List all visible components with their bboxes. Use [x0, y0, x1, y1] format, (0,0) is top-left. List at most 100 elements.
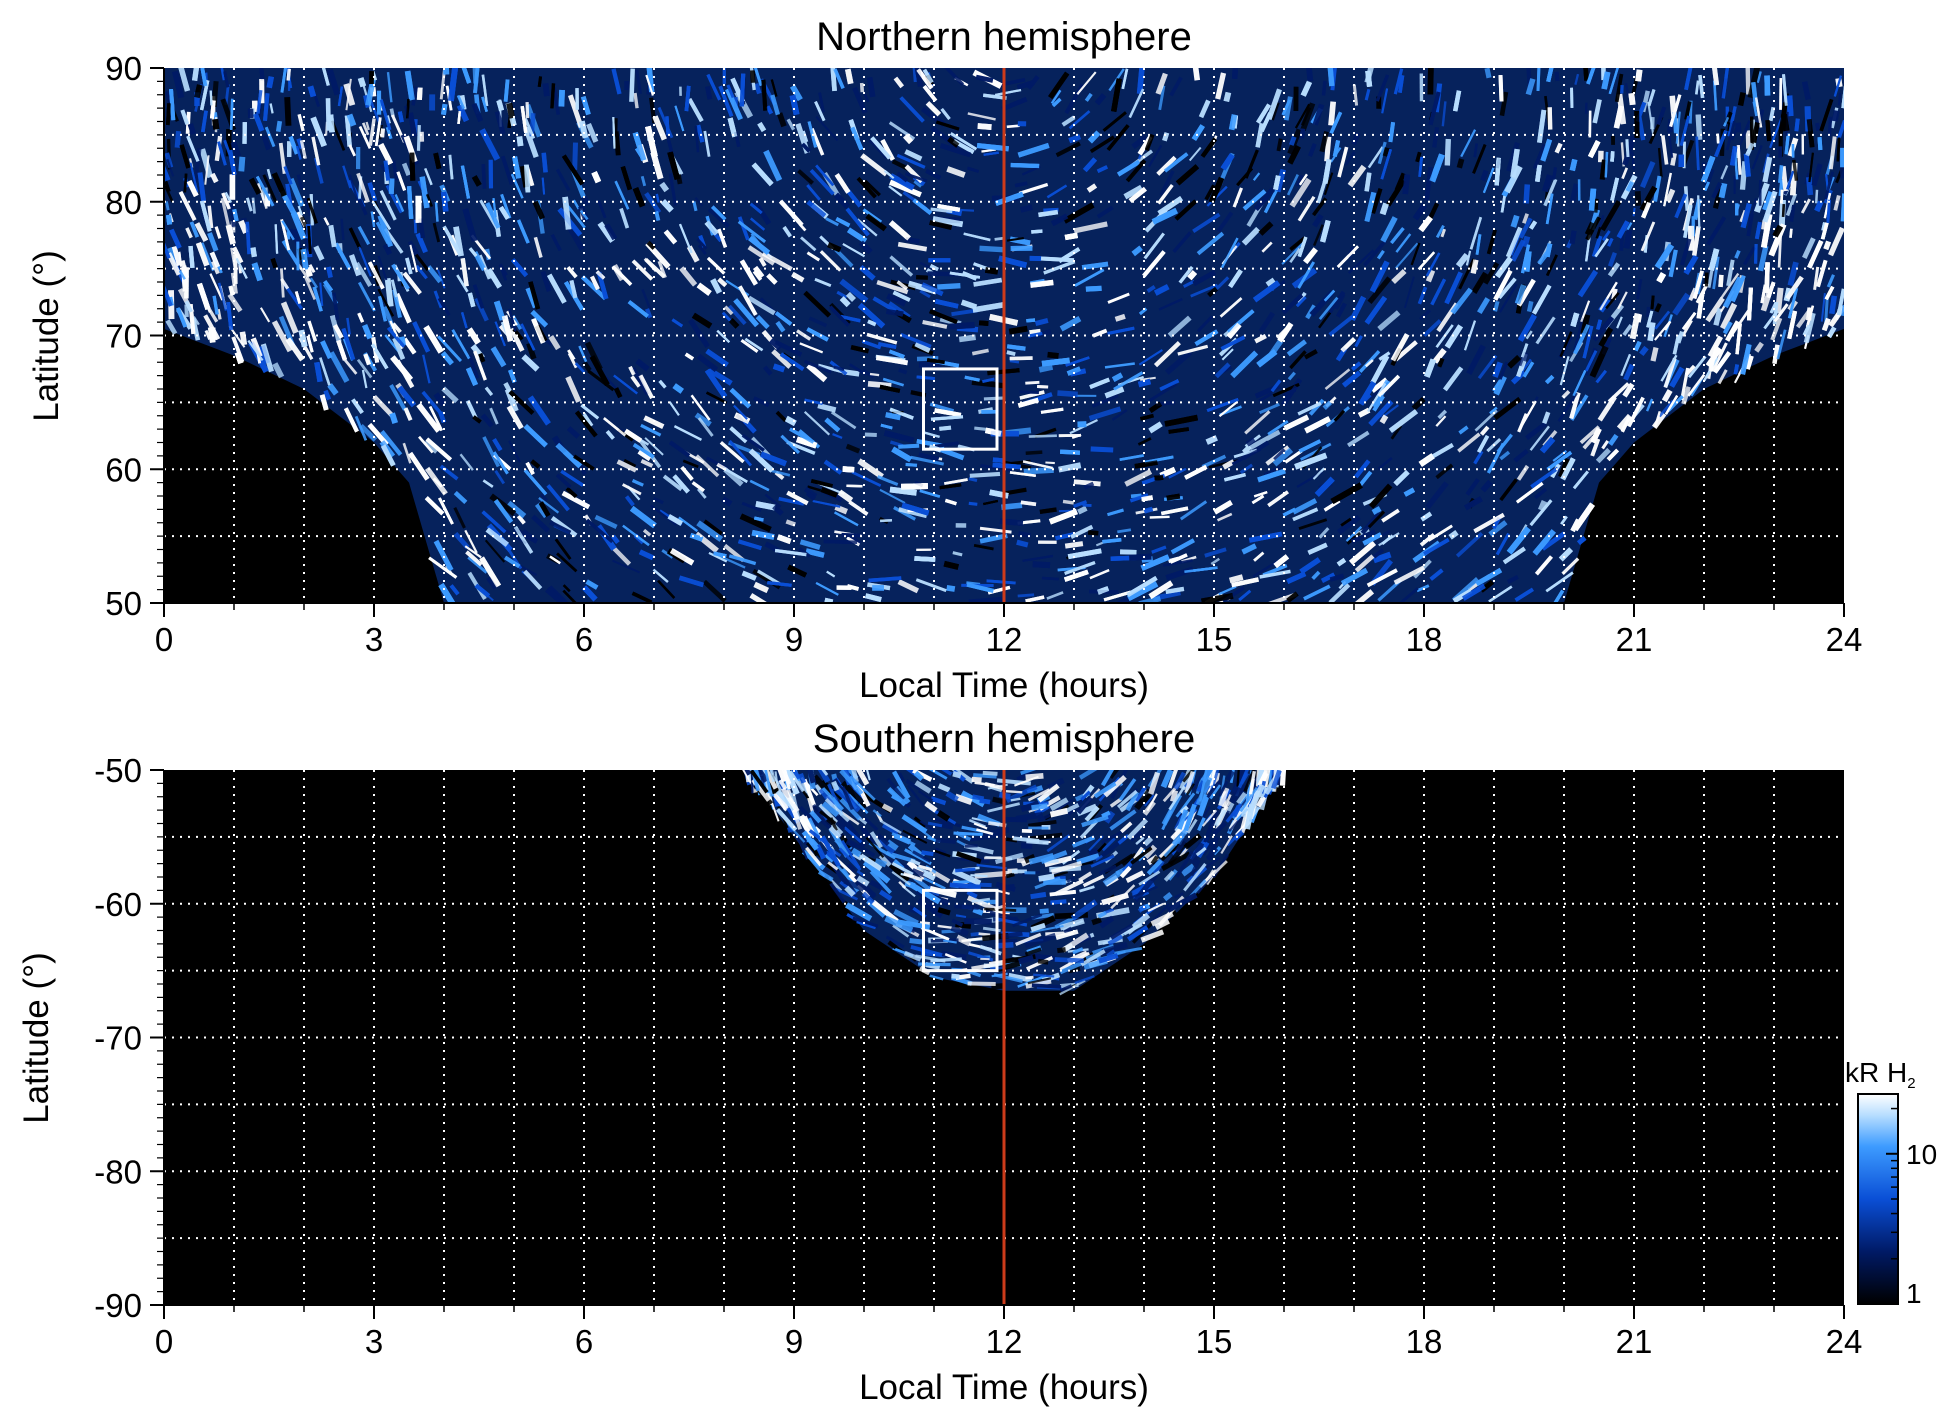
emission-streak: [412, 321, 431, 353]
emission-streak: [510, 173, 524, 199]
emission-streak: [349, 254, 362, 277]
emission-streak: [210, 172, 219, 184]
emission-streak: [728, 439, 752, 467]
emission-streak: [1306, 68, 1314, 82]
emission-streak: [1064, 541, 1084, 549]
emission-streak: [508, 440, 521, 463]
emission-streak: [909, 938, 923, 945]
emission-streak: [1403, 276, 1415, 309]
emission-streak: [1168, 467, 1187, 479]
emission-streak: [1823, 240, 1832, 251]
emission-streak: [537, 76, 543, 88]
emission-streak: [1076, 71, 1097, 95]
emission-streak: [1206, 397, 1239, 413]
emission-streak: [1154, 284, 1170, 296]
emission-streak: [1380, 148, 1392, 180]
emission-streak: [925, 168, 942, 180]
emission-streak: [533, 236, 543, 258]
emission-streak: [542, 83, 550, 97]
emission-streak: [1148, 401, 1163, 413]
emission-streak: [968, 596, 1003, 603]
emission-streak: [1323, 499, 1341, 512]
emission-streak: [1283, 414, 1310, 431]
emission-streak: [889, 486, 917, 496]
emission-streak: [733, 298, 759, 328]
emission-streak: [1415, 151, 1422, 163]
emission-streak: [934, 298, 959, 309]
emission-streak: [1103, 774, 1127, 798]
emission-streak: [624, 495, 635, 507]
emission-streak: [1572, 502, 1595, 532]
emission-streak: [624, 428, 643, 443]
emission-streak: [914, 341, 931, 353]
emission-streak: [896, 153, 926, 169]
emission-streak: [1633, 340, 1642, 352]
emission-streak: [238, 219, 249, 234]
emission-streak: [1379, 414, 1389, 425]
emission-streak: [834, 839, 842, 847]
emission-streak: [220, 197, 230, 226]
emission-streak: [1156, 155, 1177, 176]
emission-streak: [763, 770, 778, 790]
emission-streak: [1493, 375, 1507, 396]
emission-streak: [1532, 143, 1547, 170]
emission-streak: [1782, 74, 1788, 106]
emission-streak: [166, 252, 182, 276]
emission-streak: [1428, 202, 1440, 220]
emission-streak: [554, 538, 572, 560]
emission-streak: [1107, 934, 1124, 946]
emission-streak: [1190, 283, 1218, 298]
emission-streak: [1480, 169, 1489, 182]
emission-streak: [1141, 495, 1153, 502]
emission-streak: [1525, 421, 1548, 441]
emission-streak: [696, 124, 705, 143]
emission-streak: [1698, 74, 1705, 99]
emission-streak: [1159, 379, 1180, 391]
emission-streak: [1253, 490, 1268, 498]
emission-streak: [328, 351, 350, 383]
emission-streak: [578, 345, 588, 363]
emission-streak: [967, 112, 996, 121]
emission-streak: [1031, 229, 1043, 234]
emission-streak: [1466, 344, 1486, 376]
emission-streak: [1684, 101, 1692, 120]
emission-streak: [1364, 172, 1372, 192]
emission-streak: [1166, 493, 1181, 501]
emission-streak: [1089, 377, 1110, 390]
emission-streak: [691, 312, 713, 329]
emission-streak: [1523, 184, 1531, 204]
emission-streak: [754, 83, 762, 95]
emission-streak: [289, 228, 297, 240]
emission-streak: [1390, 227, 1405, 245]
emission-streak: [1393, 469, 1410, 487]
emission-streak: [332, 292, 340, 320]
emission-streak: [1046, 184, 1068, 199]
emission-streak: [1073, 500, 1088, 508]
emission-streak: [1078, 770, 1098, 780]
emission-streak: [478, 352, 486, 363]
emission-streak: [348, 144, 356, 157]
emission-streak: [654, 211, 661, 222]
emission-streak: [1041, 576, 1059, 581]
emission-streak: [1174, 199, 1198, 221]
emission-streak: [1559, 331, 1573, 358]
emission-streak: [889, 255, 914, 277]
emission-streak: [186, 135, 200, 162]
emission-streak: [806, 251, 820, 262]
emission-streak: [1135, 786, 1147, 803]
emission-streak: [842, 243, 866, 258]
emission-streak: [897, 579, 920, 594]
emission-streak: [1168, 784, 1187, 811]
emission-streak: [1006, 350, 1016, 357]
emission-streak: [1125, 912, 1151, 935]
emission-streak: [786, 118, 796, 131]
emission-streak: [438, 497, 454, 525]
emission-streak: [484, 386, 494, 396]
emission-streak: [1499, 478, 1518, 502]
emission-streak: [1287, 145, 1301, 165]
emission-streak: [343, 83, 356, 107]
emission-streak: [930, 207, 953, 214]
emission-streak: [1162, 892, 1173, 902]
emission-streak: [1107, 292, 1130, 304]
emission-streak: [304, 276, 317, 301]
